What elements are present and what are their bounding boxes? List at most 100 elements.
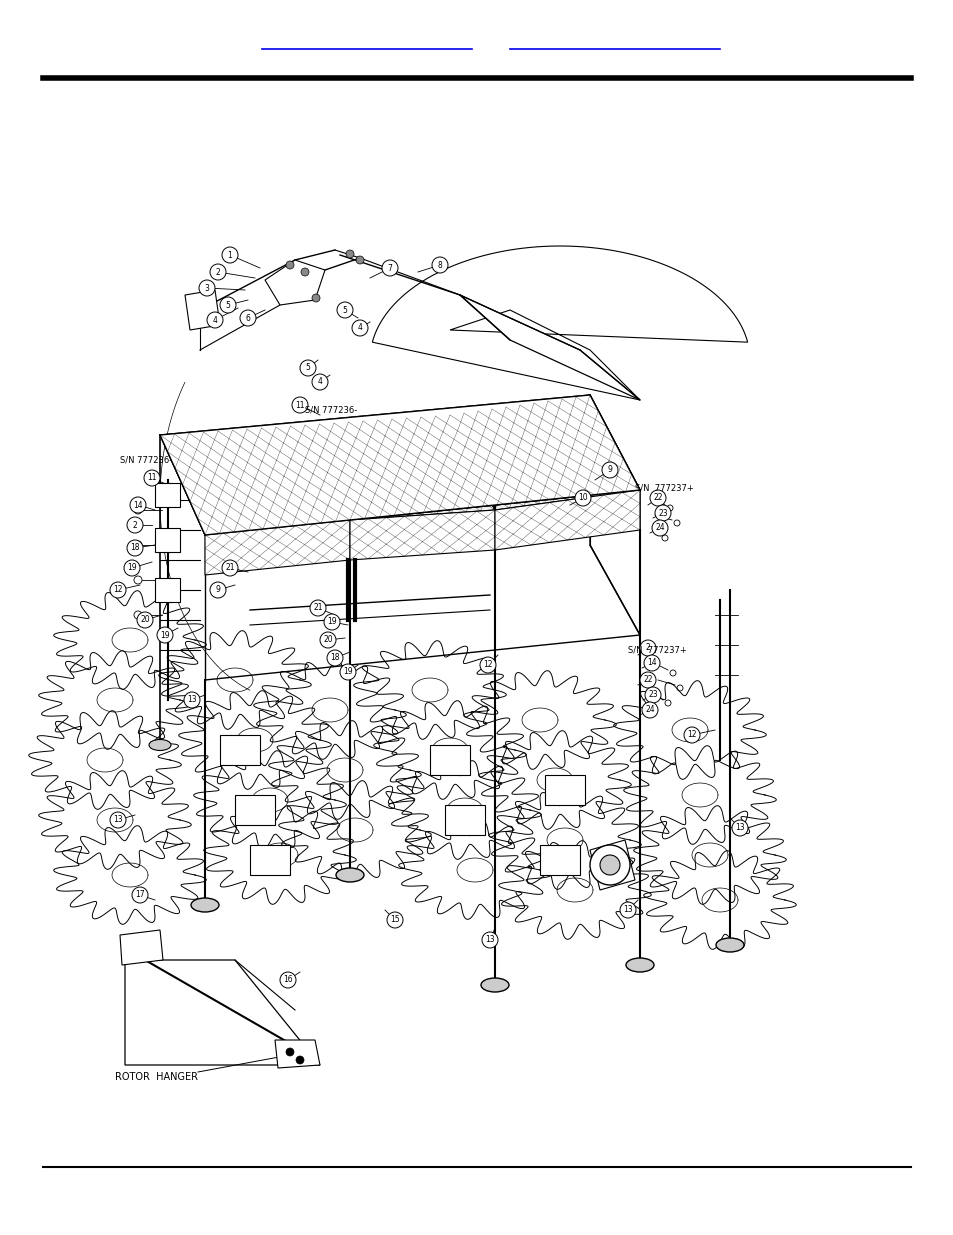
Polygon shape [265, 261, 325, 305]
Circle shape [327, 650, 343, 666]
Circle shape [210, 582, 226, 598]
Text: 7: 7 [387, 263, 392, 273]
Text: 24: 24 [655, 524, 664, 532]
Text: S/N 777236-: S/N 777236- [120, 456, 172, 464]
Text: 5: 5 [225, 300, 231, 310]
Text: 12: 12 [483, 661, 493, 669]
Text: 23: 23 [647, 690, 658, 699]
Circle shape [619, 902, 636, 918]
Text: 23: 23 [658, 509, 667, 517]
Text: 9: 9 [215, 585, 220, 594]
Circle shape [339, 664, 355, 680]
Text: 13: 13 [187, 695, 196, 704]
Text: 11: 11 [147, 473, 156, 483]
Text: 3: 3 [204, 284, 210, 293]
Circle shape [649, 490, 665, 506]
Circle shape [352, 320, 368, 336]
Circle shape [599, 855, 619, 876]
Text: 18: 18 [131, 543, 139, 552]
Circle shape [222, 559, 237, 576]
Circle shape [481, 932, 497, 948]
Circle shape [130, 496, 146, 513]
Polygon shape [125, 960, 319, 1065]
Text: 20: 20 [140, 615, 150, 625]
Circle shape [589, 845, 629, 885]
Bar [539, 845, 579, 876]
Text: 20: 20 [323, 636, 333, 645]
Circle shape [127, 540, 143, 556]
Circle shape [124, 559, 140, 576]
Text: 19: 19 [327, 618, 336, 626]
Text: 2: 2 [215, 268, 220, 277]
Ellipse shape [480, 978, 509, 992]
Polygon shape [459, 295, 639, 400]
Text: 5: 5 [342, 305, 347, 315]
Polygon shape [450, 395, 639, 510]
Ellipse shape [716, 939, 743, 952]
Circle shape [387, 911, 402, 927]
Circle shape [639, 672, 656, 688]
Circle shape [295, 1056, 304, 1065]
Circle shape [324, 614, 339, 630]
Text: 4: 4 [317, 378, 322, 387]
Text: 19: 19 [160, 631, 170, 640]
Circle shape [144, 471, 160, 487]
Circle shape [312, 374, 328, 390]
Circle shape [207, 312, 223, 329]
Bar [220, 735, 260, 764]
Bar [544, 776, 584, 805]
Bar [250, 845, 290, 876]
Circle shape [641, 701, 658, 718]
Bar [234, 795, 274, 825]
Text: 12: 12 [686, 730, 696, 740]
Circle shape [240, 310, 255, 326]
Text: 11: 11 [294, 400, 304, 410]
Text: 6: 6 [245, 314, 251, 322]
Polygon shape [589, 395, 639, 635]
Text: 19: 19 [127, 563, 136, 573]
Bar [154, 578, 180, 601]
Circle shape [479, 657, 496, 673]
Circle shape [110, 582, 126, 598]
Text: 10: 10 [578, 494, 587, 503]
Circle shape [601, 462, 618, 478]
Text: 21: 21 [313, 604, 322, 613]
Circle shape [651, 520, 667, 536]
Ellipse shape [191, 898, 219, 911]
Circle shape [575, 490, 590, 506]
Circle shape [644, 687, 660, 703]
Text: S/N  777237+: S/N 777237+ [635, 483, 693, 493]
Text: 21: 21 [225, 563, 234, 573]
Circle shape [643, 655, 659, 671]
Text: 16: 16 [283, 976, 293, 984]
Circle shape [199, 280, 214, 296]
Text: 9: 9 [607, 466, 612, 474]
Text: 4: 4 [357, 324, 362, 332]
Circle shape [381, 261, 397, 275]
Text: 13: 13 [735, 824, 744, 832]
Bar [444, 805, 484, 835]
Text: 18: 18 [330, 653, 339, 662]
Circle shape [127, 517, 143, 534]
Text: 1: 1 [228, 251, 233, 259]
Circle shape [731, 820, 747, 836]
Circle shape [132, 887, 148, 903]
Circle shape [683, 727, 700, 743]
Ellipse shape [335, 868, 364, 882]
Text: 14: 14 [133, 500, 143, 510]
Circle shape [299, 359, 315, 375]
Ellipse shape [625, 958, 654, 972]
Circle shape [280, 972, 295, 988]
Bar [430, 745, 470, 776]
Text: ROTOR  HANGER: ROTOR HANGER [115, 1072, 198, 1082]
Circle shape [184, 692, 200, 708]
Ellipse shape [149, 740, 171, 751]
Text: S/N 777236-: S/N 777236- [305, 405, 356, 415]
Text: 17: 17 [135, 890, 145, 899]
Text: 13: 13 [113, 815, 123, 825]
Circle shape [319, 632, 335, 648]
Polygon shape [350, 510, 495, 559]
Text: 19: 19 [343, 667, 353, 677]
Polygon shape [305, 415, 495, 520]
Circle shape [157, 627, 172, 643]
